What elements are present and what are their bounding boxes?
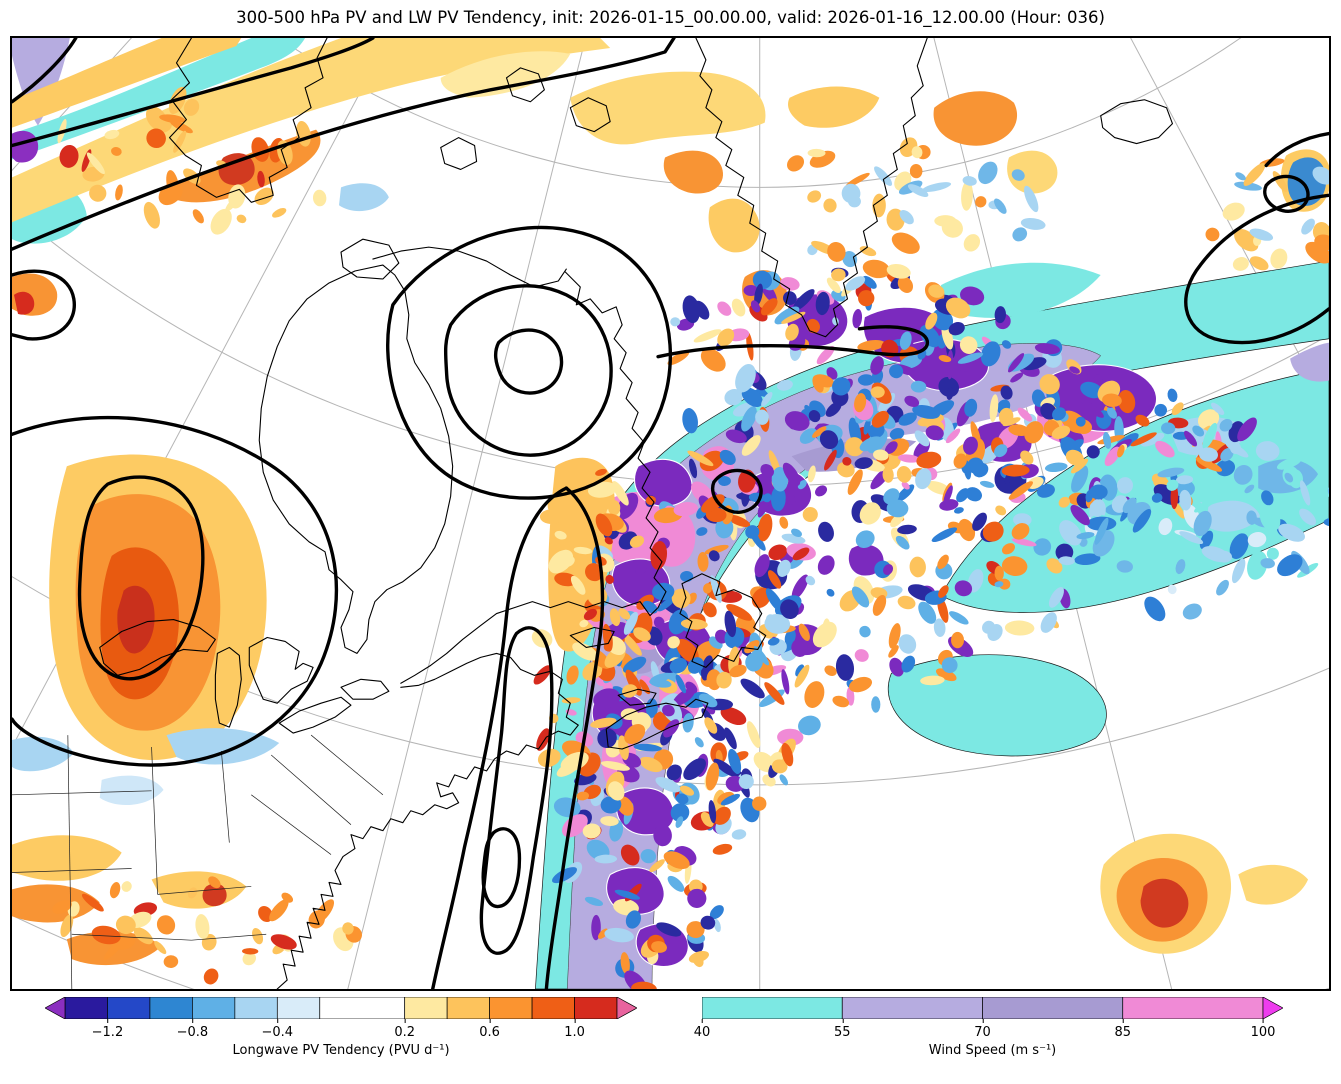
- wind-colorbar-bar: [701, 996, 1284, 1020]
- pv-tick-1: −0.8: [176, 1019, 209, 1040]
- pv-colorbar: −1.2 −0.8 −0.4 0.2 0.6 1.0 Longwave PV T…: [44, 996, 638, 1081]
- pv-tick-4: 0.6: [479, 1019, 500, 1040]
- state-borders: [12, 734, 384, 989]
- wind-tick-2: 70: [974, 1019, 991, 1040]
- speckle-layer: [52, 86, 1329, 989]
- wind-colorbar-ticks: 40 55 70 85 100: [694, 1019, 1283, 1043]
- pv-colorbar-bar: [44, 996, 638, 1020]
- wind-tick-1: 55: [833, 1019, 851, 1040]
- pv-colorbar-ticks: −1.2 −0.8 −0.4 0.2 0.6 1.0: [45, 1019, 637, 1043]
- wind-colorbar: 40 55 70 85 100 Wind Speed (m s⁻¹): [694, 996, 1284, 1081]
- pv-tick-0: −1.2: [91, 1019, 124, 1040]
- wind-tick-0: 40: [693, 1019, 711, 1040]
- wind-tick-4: 100: [1250, 1019, 1276, 1040]
- map-frame: [10, 36, 1331, 991]
- pv-contours: [12, 38, 1329, 989]
- wind-tick-3: 85: [1114, 1019, 1132, 1040]
- wind-colorbar-label: Wind Speed (m s⁻¹): [928, 1043, 1057, 1058]
- pv-tick-5: 1.0: [564, 1019, 585, 1040]
- pv-colorbar-label: Longwave PV Tendency (PVU d⁻¹): [232, 1043, 450, 1058]
- pv-tick-3: 0.2: [394, 1019, 416, 1040]
- plot-title: 300-500 hPa PV and LW PV Tendency, init:…: [236, 8, 1105, 27]
- map-canvas: [12, 38, 1329, 989]
- pv-tick-2: −0.4: [261, 1019, 294, 1040]
